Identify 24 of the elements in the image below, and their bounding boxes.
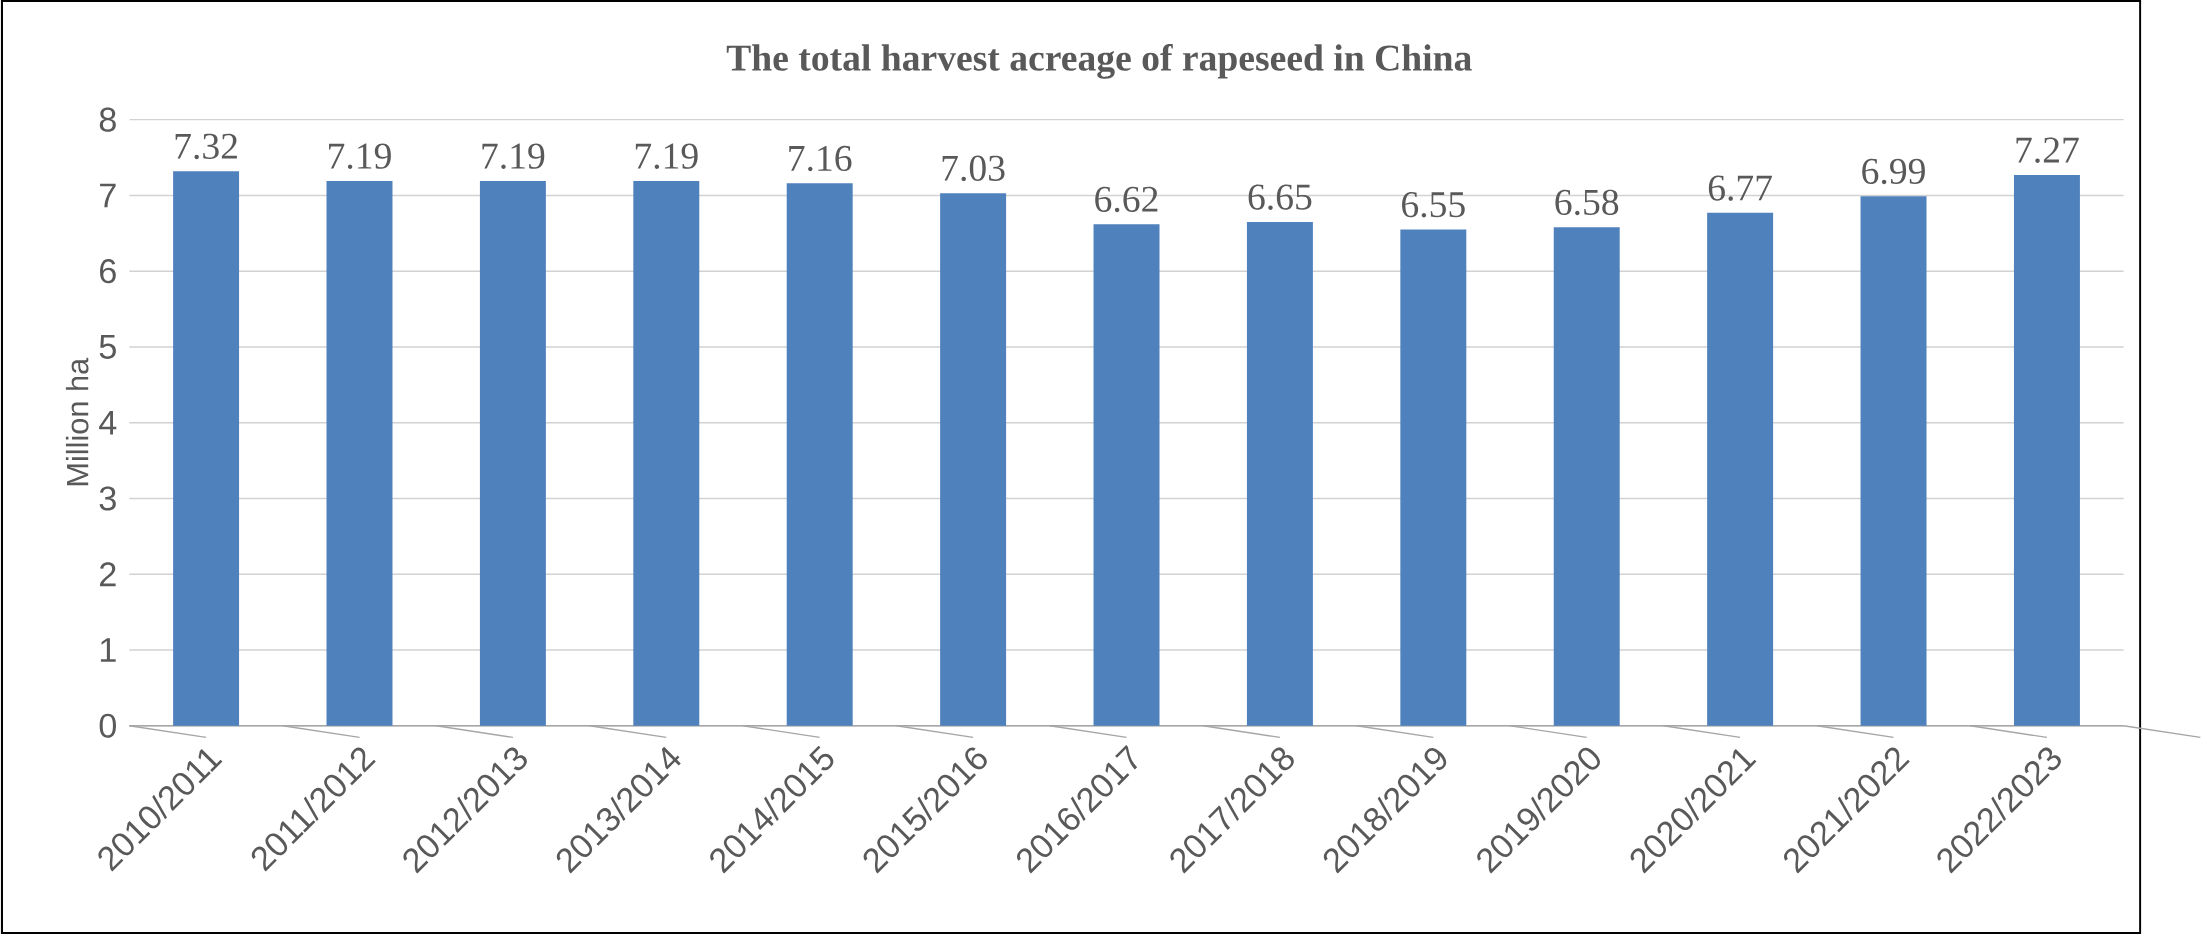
data-label: 6.65 <box>1248 184 1312 210</box>
y-tick-label: 7 <box>100 183 116 208</box>
data-label: 6.55 <box>1402 192 1465 218</box>
data-label: 7.19 <box>482 143 545 170</box>
data-label: 7.16 <box>789 145 852 172</box>
data-label: 6.99 <box>1862 158 1925 185</box>
y-tick-label: 6 <box>100 259 116 284</box>
data-label: 7.03 <box>942 155 1005 182</box>
y-tick-label: 2 <box>100 562 116 587</box>
y-tick-label: 0 <box>99 713 116 738</box>
y-tick-label: 3 <box>99 486 116 511</box>
data-label: 7.19 <box>635 143 698 170</box>
y-axis-title: Million ha <box>65 357 89 486</box>
data-label: 6.77 <box>1708 175 1772 201</box>
data-label: 6.62 <box>1095 186 1158 213</box>
data-label: 7.19 <box>329 143 391 170</box>
y-tick-label: 8 <box>99 107 116 132</box>
data-label: 6.58 <box>1555 189 1619 216</box>
chart-title: The total harvest acreage of rapeseed in China <box>726 43 1472 79</box>
y-tick-label: 5 <box>99 335 116 359</box>
data-label: 7.32 <box>175 133 237 160</box>
data-label: 7.27 <box>2016 137 2079 163</box>
y-tick-label: 1 <box>100 638 116 662</box>
y-tick-label: 4 <box>99 410 117 435</box>
